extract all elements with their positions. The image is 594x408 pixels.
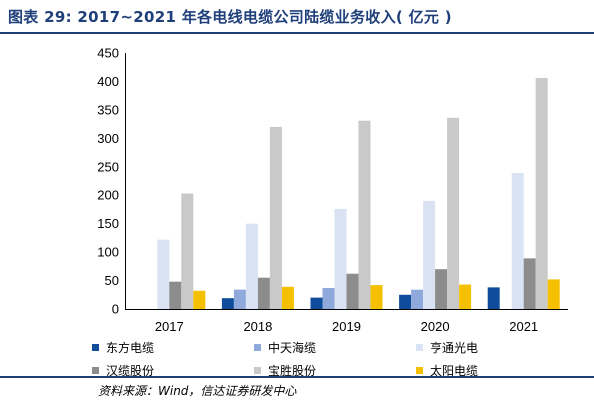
bar [370, 285, 383, 309]
y-tick-label: 300 [97, 131, 119, 146]
bar [193, 290, 206, 309]
bar [547, 279, 560, 309]
y-tick-label: 400 [97, 74, 119, 89]
y-tick-label: 250 [97, 159, 119, 174]
y-tick-label: 100 [97, 245, 119, 260]
legend: 东方电缆 中天海缆 亨通光电 汉缆股份 宝胜股份 太阳电缆 [92, 339, 562, 379]
y-tick-label: 200 [97, 188, 119, 203]
legend-swatch [254, 367, 261, 374]
source-note: 资料来源：Wind，信达证券研发中心 [98, 384, 297, 398]
x-tick-label: 2020 [421, 319, 450, 334]
legend-swatch [92, 344, 99, 351]
bar [322, 287, 335, 309]
bar [257, 277, 270, 309]
bar [346, 273, 359, 309]
y-tick-label: 150 [97, 216, 119, 231]
legend-label: 汉缆股份 [106, 364, 155, 378]
legend-swatch [416, 367, 423, 374]
chart-title: 图表 29: 2017~2021 年各电线电缆公司陆缆业务收入( 亿元 ) [8, 8, 452, 26]
source-bar: 资料来源：Wind，信达证券研发中心 [0, 376, 594, 408]
bar [221, 298, 234, 309]
legend-label: 东方电缆 [106, 341, 155, 355]
bar [310, 297, 323, 309]
bar [447, 117, 460, 309]
title-bar: 图表 29: 2017~2021 年各电线电缆公司陆缆业务收入( 亿元 ) [0, 0, 594, 34]
bar-chart: 0 50 100 150 200 250 300 350 400 450 2017 2018 2019… [97, 46, 568, 334]
legend-label: 中天海缆 [268, 341, 317, 355]
bar [181, 193, 194, 309]
bar [411, 289, 424, 309]
legend-swatch [254, 344, 261, 351]
bar [511, 173, 524, 309]
bar [435, 269, 448, 309]
legend-swatch [92, 367, 99, 374]
bar [281, 286, 294, 309]
x-axis-ticks: 2017 2018 2019 2020 2021 [155, 319, 538, 334]
y-tick-label: 350 [97, 102, 119, 117]
legend-label: 宝胜股份 [268, 364, 317, 378]
bar [169, 281, 182, 309]
y-tick-label: 450 [97, 46, 119, 61]
bar [535, 78, 548, 309]
y-axis-ticks: 0 50 100 150 200 250 300 350 400 450 [97, 46, 119, 317]
legend-label: 亨通光电 [430, 341, 479, 355]
bar [487, 287, 500, 309]
bars [157, 78, 560, 309]
legend-item: 中天海缆 [254, 339, 416, 356]
bar [399, 294, 412, 309]
bar [334, 208, 347, 309]
legend-label: 太阳电缆 [430, 364, 479, 378]
bar [233, 289, 246, 309]
bar [245, 223, 258, 309]
bar [423, 200, 436, 309]
legend-item: 太阳电缆 [416, 362, 562, 379]
y-tick-label: 50 [105, 273, 119, 288]
x-tick-label: 2018 [243, 319, 272, 334]
x-tick-label: 2017 [155, 319, 184, 334]
x-tick-label: 2019 [332, 319, 361, 334]
x-tick-label: 2021 [509, 319, 538, 334]
legend-swatch [416, 344, 423, 351]
legend-item: 东方电缆 [92, 339, 254, 356]
legend-item: 亨通光电 [416, 339, 562, 356]
y-tick-label: 0 [112, 302, 119, 317]
bar [459, 284, 472, 309]
bar [358, 120, 371, 309]
bar [523, 258, 536, 309]
legend-item: 汉缆股份 [92, 362, 254, 379]
bar [157, 239, 170, 309]
bar [269, 126, 282, 309]
legend-item: 宝胜股份 [254, 362, 416, 379]
